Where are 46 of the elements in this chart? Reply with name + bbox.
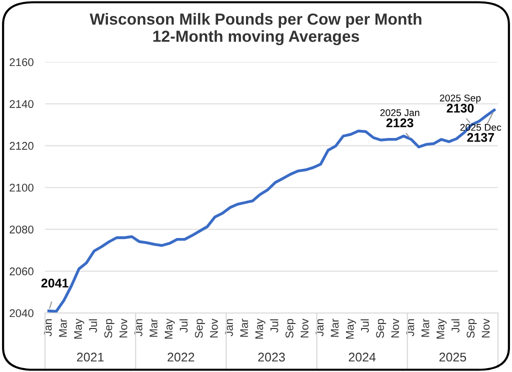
x-tick-label: Sep bbox=[194, 319, 205, 338]
x-tick-label: Nov bbox=[391, 318, 400, 338]
text: 2023 bbox=[258, 352, 285, 362]
x-tick-label: Jan bbox=[316, 319, 324, 336]
y-tick-label: 2060 bbox=[10, 267, 34, 276]
x-tick-label: May bbox=[346, 318, 356, 339]
x-tick-label: Nov bbox=[210, 318, 218, 338]
x-tick-label: Jul bbox=[360, 319, 369, 333]
x-tick-label: Jul bbox=[451, 319, 460, 333]
x-tick-label: May bbox=[436, 318, 447, 339]
x-tick-label: Nov bbox=[300, 318, 308, 338]
y-tick-label: 2040 bbox=[10, 309, 34, 318]
x-tick-label: Jul bbox=[270, 319, 278, 333]
x-tick-label: Mar bbox=[330, 318, 339, 337]
y-tick-label: 2140 bbox=[10, 100, 34, 108]
x-tick-label: Jan bbox=[406, 319, 414, 336]
x-tick-label: Mar bbox=[59, 318, 67, 337]
y-tick-label: 2080 bbox=[10, 226, 34, 234]
x-tick-label: May bbox=[255, 318, 266, 339]
data-label: 2025 Jan 2123 bbox=[380, 109, 420, 128]
data-label: 2041 bbox=[41, 278, 68, 288]
x-tick-label: Sep bbox=[104, 319, 114, 338]
x-tick-label: Nov bbox=[482, 318, 490, 338]
x-tick-label: Jan bbox=[134, 319, 142, 336]
x-tick-label: Mar bbox=[150, 318, 158, 337]
y-tick-label: 2120 bbox=[10, 142, 34, 150]
text: 2024 bbox=[348, 352, 376, 362]
x-tick-label: Mar bbox=[422, 318, 430, 337]
x-tick-label: Sep bbox=[466, 319, 477, 338]
data-label: 2025 Sep 2130 bbox=[440, 94, 481, 113]
x-tick-label: Jan bbox=[225, 319, 233, 336]
x-tick-label: Jul bbox=[179, 319, 188, 333]
text: 2022 bbox=[168, 352, 194, 362]
chart-title: Wisconson Milk Pounds per Cow per Month 12-Month moving Averages bbox=[90, 13, 422, 46]
x-tick-label: May bbox=[164, 318, 175, 339]
y-tick-label: 2160 bbox=[10, 58, 34, 66]
text: 2025 bbox=[439, 352, 466, 362]
text: 2021 bbox=[77, 352, 104, 362]
x-tick-label: Jul bbox=[88, 319, 98, 333]
x-tick-label: Jan bbox=[44, 319, 52, 336]
x-tick-label: May bbox=[74, 318, 84, 339]
x-tick-label: Sep bbox=[376, 319, 386, 338]
x-tick-label: Sep bbox=[285, 319, 296, 338]
x-tick-label: Nov bbox=[120, 318, 128, 338]
x-tick-label: Mar bbox=[240, 318, 248, 337]
y-tick-label: 2100 bbox=[10, 184, 34, 192]
